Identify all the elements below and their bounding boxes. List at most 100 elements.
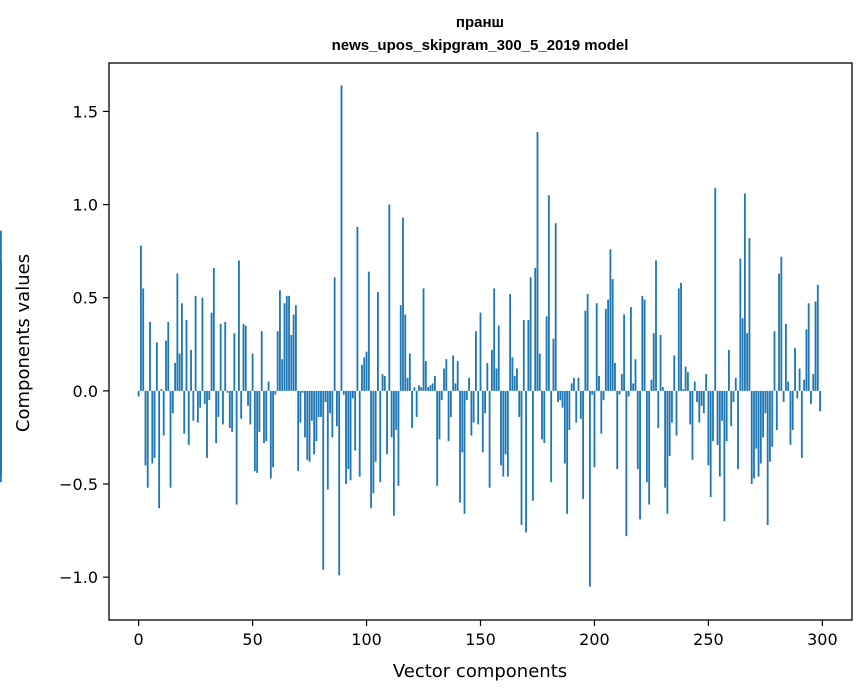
bar [390, 390, 393, 438]
bar [331, 390, 334, 438]
bar [475, 331, 477, 391]
bar [365, 351, 368, 391]
y-tick-label: −1.0 [59, 568, 98, 587]
bar [639, 390, 641, 520]
bar [231, 390, 233, 432]
bar [634, 359, 637, 391]
bar [354, 390, 357, 451]
bar [771, 390, 774, 447]
bar [456, 361, 459, 391]
bar [661, 387, 664, 391]
bar [292, 314, 295, 391]
bar [593, 390, 596, 468]
bar [372, 390, 375, 494]
bar [561, 390, 564, 408]
bar [329, 390, 331, 414]
bar [313, 390, 316, 455]
bar [203, 390, 206, 404]
bar [370, 390, 373, 509]
bar [739, 258, 742, 391]
bar [607, 299, 610, 391]
bar [787, 381, 790, 391]
bar [155, 342, 158, 391]
bar [559, 390, 562, 401]
bar [632, 383, 635, 391]
bar [415, 390, 418, 417]
bar [253, 390, 256, 471]
bar [643, 299, 646, 391]
bar [0, 379, 2, 391]
bar [700, 390, 703, 406]
bar [438, 390, 441, 440]
bar [367, 271, 370, 391]
bar [153, 390, 156, 458]
chart-title-line-2: news_upos_skipgram_300_5_2019 model [332, 37, 629, 54]
bar [219, 323, 222, 391]
bar [650, 379, 653, 391]
bar [149, 321, 151, 391]
bar [807, 303, 810, 391]
bar [598, 375, 600, 391]
bar [422, 288, 425, 391]
bar [709, 390, 712, 498]
bar [324, 390, 327, 403]
bar [520, 390, 523, 525]
bar [408, 353, 411, 391]
bar [388, 204, 391, 391]
bar [201, 297, 204, 391]
bar [431, 383, 434, 391]
bar [702, 390, 705, 414]
bar [616, 390, 619, 470]
bar [659, 334, 662, 391]
bar [244, 325, 247, 391]
bar [358, 390, 361, 477]
bar [445, 359, 448, 391]
bar [557, 390, 559, 403]
bar [577, 377, 580, 391]
bar [623, 314, 625, 391]
bar [192, 390, 195, 421]
bar [260, 331, 263, 391]
bar [588, 390, 591, 587]
bar [755, 390, 758, 449]
bar [395, 390, 398, 430]
bar [716, 390, 719, 445]
bar [666, 390, 669, 514]
bar [488, 390, 491, 488]
bar [463, 390, 466, 514]
bar [338, 390, 341, 576]
bar [604, 308, 607, 391]
bar [805, 329, 808, 391]
bar [0, 390, 2, 483]
bar [732, 390, 735, 403]
bar [743, 193, 746, 391]
bar [764, 390, 767, 414]
x-tick-label: 0 [134, 630, 144, 649]
bar [513, 375, 516, 391]
bar [602, 390, 605, 401]
bar [641, 295, 644, 391]
bar [144, 390, 147, 466]
y-tick-label: 1.0 [73, 196, 98, 215]
bar [0, 340, 2, 391]
bar [693, 381, 696, 391]
bar [349, 390, 352, 481]
bar [737, 390, 739, 470]
bar [308, 390, 311, 462]
bar [547, 195, 550, 391]
bar [682, 389, 685, 391]
bar [541, 390, 543, 440]
chart-title-line-1: пранш [456, 14, 504, 31]
bar [151, 390, 154, 464]
bar [527, 320, 530, 391]
bar [718, 390, 721, 477]
bar [789, 390, 792, 445]
bar [696, 390, 698, 403]
bar [591, 390, 594, 395]
bar [247, 390, 249, 406]
bar [315, 390, 318, 442]
bar [381, 374, 384, 391]
bar [796, 390, 799, 399]
